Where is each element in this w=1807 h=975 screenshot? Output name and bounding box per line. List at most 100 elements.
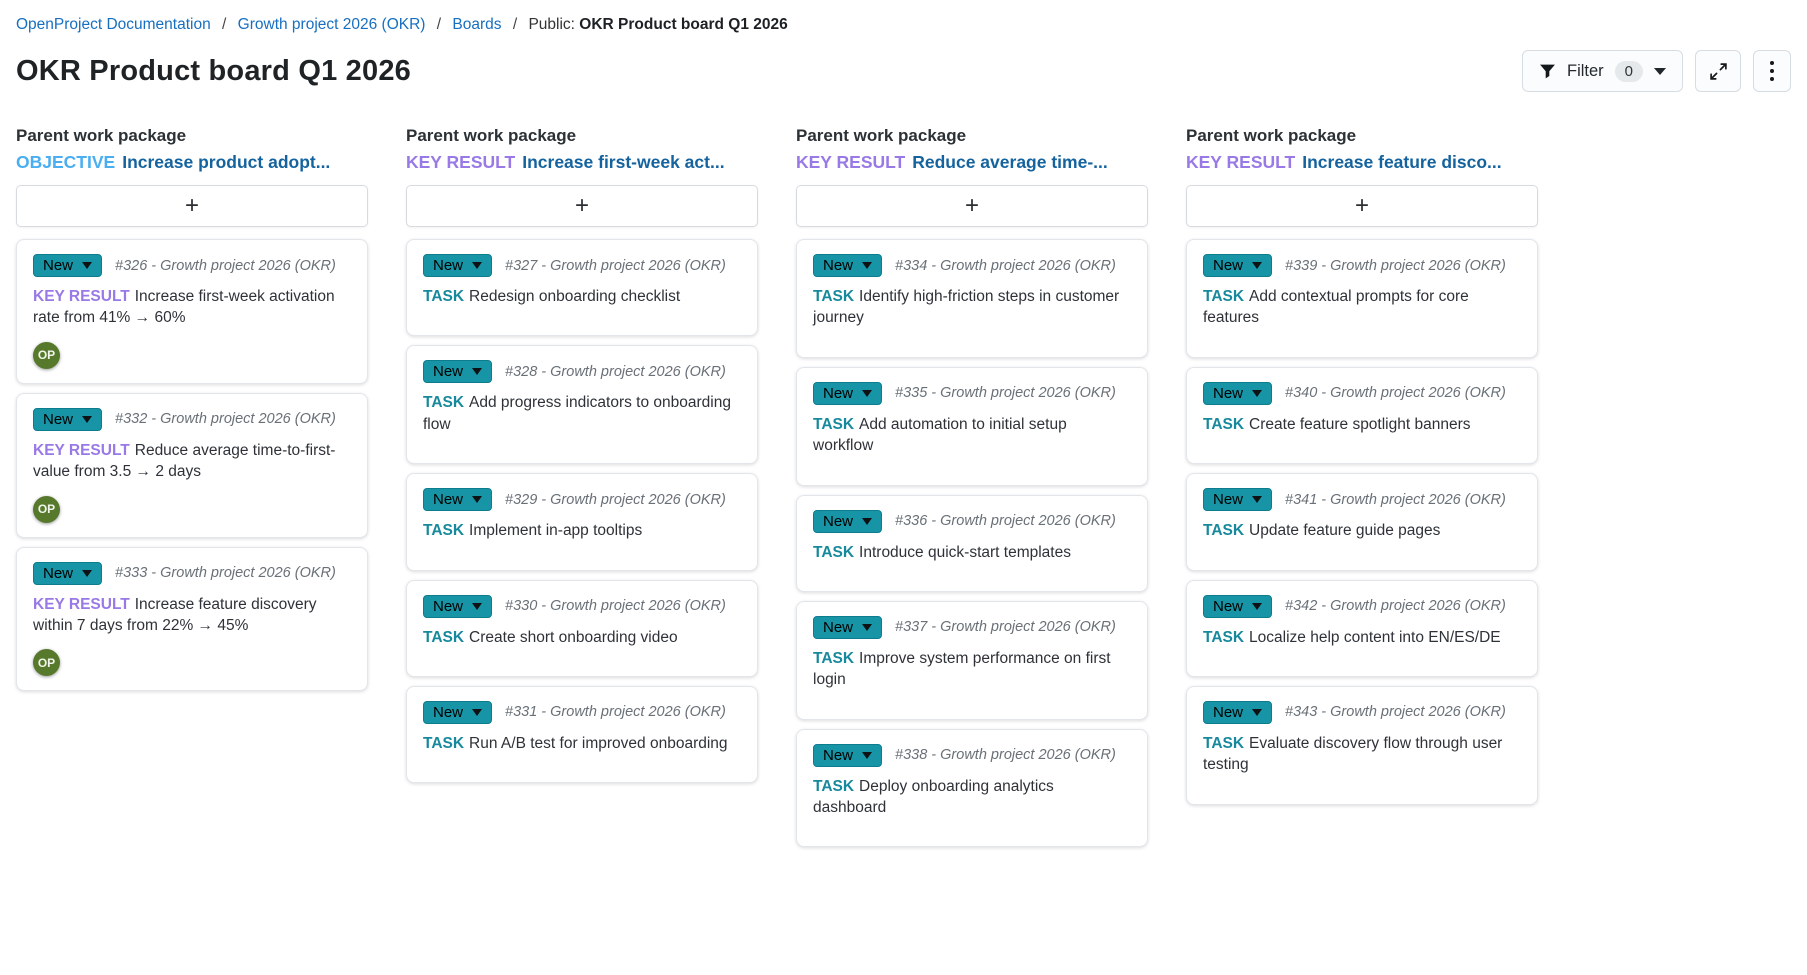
work-package-card[interactable]: New #328 - Growth project 2026 (OKR) TAS… <box>406 345 758 465</box>
status-button[interactable]: New <box>813 254 883 277</box>
work-package-card[interactable]: New #339 - Growth project 2026 (OKR) TAS… <box>1186 239 1538 358</box>
card-type-label: TASK <box>1203 288 1245 305</box>
card-header-row: New #330 - Growth project 2026 (OKR) <box>423 594 741 618</box>
status-button[interactable]: New <box>813 615 883 639</box>
card-title: TASK Localize help content into EN/ES/DE <box>1203 627 1521 648</box>
status-label: New <box>823 618 854 636</box>
work-package-card[interactable]: New #343 - Growth project 2026 (OKR) TAS… <box>1186 685 1538 805</box>
card-title: TASK Update feature guide pages <box>1203 520 1521 541</box>
status-button[interactable]: New <box>423 360 493 384</box>
add-card-button[interactable]: + <box>406 185 758 227</box>
card-title-text: Run A/B test for improved onboarding <box>469 734 728 752</box>
card-title-text: Localize help content into EN/ES/DE <box>1249 628 1501 646</box>
work-package-card[interactable]: New #336 - Growth project 2026 (OKR) TAS… <box>796 494 1148 592</box>
card-title: TASK Add contextual prompts for core feat… <box>1203 286 1521 329</box>
status-button[interactable]: New <box>1203 488 1273 512</box>
card-header-row: New #329 - Growth project 2026 (OKR) <box>423 488 741 512</box>
status-label: New <box>433 703 464 721</box>
status-button[interactable]: New <box>1203 381 1273 405</box>
breadcrumb-link-openproject-documentation[interactable]: OpenProject Documentation <box>16 16 211 33</box>
card-title-text: Evaluate discovery flow through user tes… <box>1203 734 1503 774</box>
status-button[interactable]: New <box>423 254 493 277</box>
status-button[interactable]: New <box>423 488 493 512</box>
work-package-card[interactable]: New #338 - Growth project 2026 (OKR) TAS… <box>796 728 1148 848</box>
column-type-label: KEY RESULT <box>796 152 906 172</box>
status-button[interactable]: New <box>813 381 883 405</box>
work-package-card[interactable]: New #332 - Growth project 2026 (OKR) KEY… <box>16 392 368 538</box>
status-button[interactable]: New <box>33 254 103 277</box>
work-package-card[interactable]: New #329 - Growth project 2026 (OKR) TAS… <box>406 473 758 571</box>
column-parent-link[interactable]: OBJECTIVE Increase product adopt... <box>16 152 368 173</box>
status-button[interactable]: New <box>423 594 493 618</box>
breadcrumb-current-prefix: Public: <box>528 16 575 33</box>
card-header-row: New #342 - Growth project 2026 (OKR) <box>1203 594 1521 618</box>
status-button[interactable]: New <box>33 561 103 585</box>
card-header-row: New #337 - Growth project 2026 (OKR) <box>813 615 1131 639</box>
fullscreen-button[interactable] <box>1695 50 1741 92</box>
add-card-button[interactable]: + <box>1186 185 1538 227</box>
card-title-text: Redesign onboarding checklist <box>469 288 681 305</box>
work-package-card[interactable]: New #337 - Growth project 2026 (OKR) TAS… <box>796 600 1148 720</box>
card-id-project: #343 - Growth project 2026 (OKR) <box>1285 704 1506 721</box>
card-type-label: TASK <box>1203 734 1245 752</box>
breadcrumb-link-project[interactable]: Growth project 2026 (OKR) <box>237 16 426 33</box>
work-package-card[interactable]: New #327 - Growth project 2026 (OKR) TAS… <box>406 239 758 337</box>
work-package-card[interactable]: New #333 - Growth project 2026 (OKR) KEY… <box>16 546 368 692</box>
work-package-card[interactable]: New #342 - Growth project 2026 (OKR) TAS… <box>1186 579 1538 677</box>
status-button[interactable]: New <box>423 700 493 724</box>
work-package-card[interactable]: New #341 - Growth project 2026 (OKR) TAS… <box>1186 473 1538 571</box>
card-type-label: TASK <box>1203 415 1245 433</box>
chevron-down-icon <box>862 517 873 525</box>
chevron-down-icon <box>1252 602 1263 610</box>
column-parent-link[interactable]: KEY RESULT Reduce average time-... <box>796 152 1148 173</box>
avatar[interactable]: OP <box>33 341 60 369</box>
card-title-text: Increase first-week activation rate from… <box>33 288 335 327</box>
status-button[interactable]: New <box>1203 594 1273 618</box>
work-package-card[interactable]: New #335 - Growth project 2026 (OKR) TAS… <box>796 366 1148 486</box>
column-header-label: Parent work package <box>16 126 187 145</box>
card-header-row: New #331 - Growth project 2026 (OKR) <box>423 700 741 724</box>
breadcrumb-separator: / <box>222 16 227 33</box>
card-title-text: Deploy onboarding analytics dashboard <box>813 777 1054 816</box>
work-package-card[interactable]: New #326 - Growth project 2026 (OKR) KEY… <box>16 239 368 384</box>
card-title: TASK Create feature spotlight banners <box>1203 414 1521 435</box>
status-button[interactable]: New <box>813 743 883 767</box>
card-title: TASK Identify high-friction steps in cust… <box>813 286 1131 329</box>
status-button[interactable]: New <box>1203 254 1273 277</box>
work-package-card[interactable]: New #331 - Growth project 2026 (OKR) TAS… <box>406 685 758 784</box>
board-column: Parent work package KEY RESULT Increase f… <box>1186 126 1538 805</box>
breadcrumb-current: OKR Product board Q1 2026 <box>579 16 788 33</box>
card-type-label: TASK <box>423 628 465 646</box>
status-button[interactable]: New <box>1203 700 1273 724</box>
breadcrumb-link-boards[interactable]: Boards <box>452 16 502 33</box>
card-id-project: #331 - Growth project 2026 (OKR) <box>505 704 726 721</box>
avatar[interactable]: OP <box>33 649 60 677</box>
card-header-row: New #326 - Growth project 2026 (OKR) <box>33 254 351 277</box>
column-parent-link[interactable]: KEY RESULT Increase first-week act... <box>406 152 758 173</box>
more-options-button[interactable] <box>1753 50 1791 92</box>
card-title: KEY RESULT Reduce average time-to-first-v… <box>33 440 351 483</box>
card-type-label: TASK <box>423 288 465 305</box>
chevron-down-icon <box>1252 262 1263 269</box>
column-parent-link[interactable]: KEY RESULT Increase feature disco... <box>1186 152 1538 173</box>
work-package-card[interactable]: New #340 - Growth project 2026 (OKR) TAS… <box>1186 366 1538 465</box>
status-label: New <box>1213 703 1244 721</box>
column-parent-title: Increase feature disco... <box>1302 152 1502 172</box>
card-list: New #339 - Growth project 2026 (OKR) TAS… <box>1186 239 1538 805</box>
filter-button[interactable]: Filter 0 <box>1521 50 1683 92</box>
add-card-button[interactable]: + <box>796 185 1148 227</box>
column-header: Parent work package KEY RESULT Increase f… <box>1186 126 1538 173</box>
status-button[interactable]: New <box>33 407 103 431</box>
card-list: New #326 - Growth project 2026 (OKR) KEY… <box>16 239 368 692</box>
card-title-text: Create feature spotlight banners <box>1249 415 1471 433</box>
status-label: New <box>1213 257 1244 274</box>
card-type-label: TASK <box>813 288 855 305</box>
card-title-text: Add progress indicators to onboarding fl… <box>423 394 731 433</box>
card-id-project: #341 - Growth project 2026 (OKR) <box>1285 491 1506 508</box>
avatar[interactable]: OP <box>33 495 60 523</box>
status-button[interactable]: New <box>813 509 883 533</box>
work-package-card[interactable]: New #334 - Growth project 2026 (OKR) TAS… <box>796 239 1148 358</box>
add-card-button[interactable]: + <box>16 185 368 227</box>
card-id-project: #336 - Growth project 2026 (OKR) <box>895 513 1116 529</box>
work-package-card[interactable]: New #330 - Growth project 2026 (OKR) TAS… <box>406 579 758 677</box>
